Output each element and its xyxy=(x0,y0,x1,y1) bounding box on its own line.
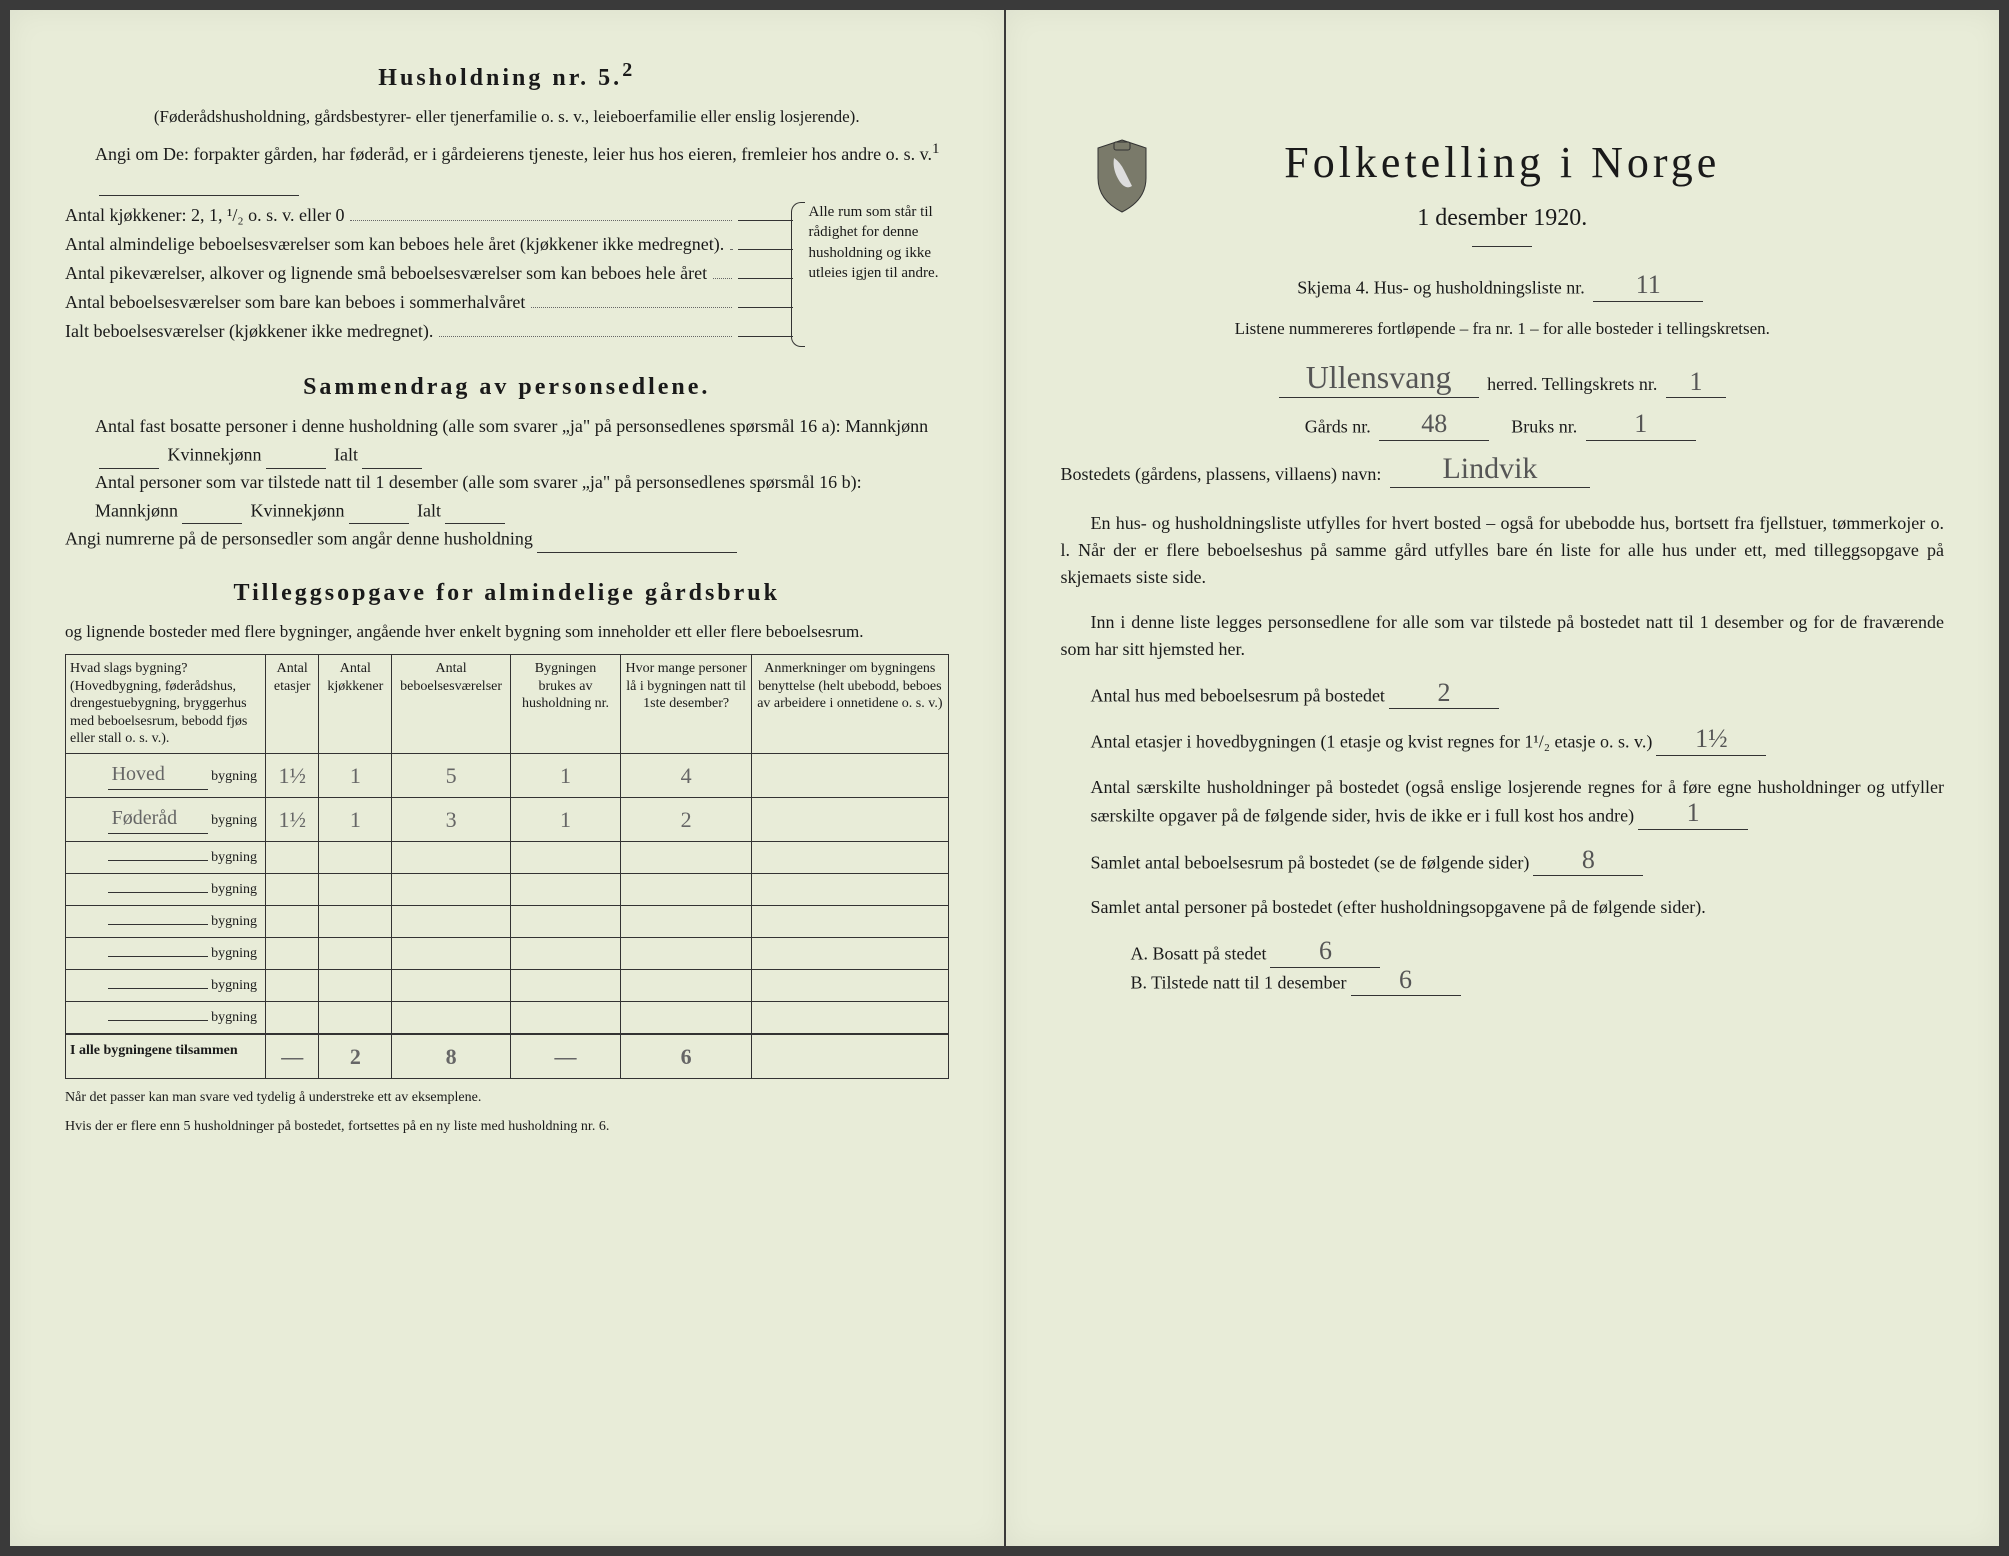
table-row: bygning xyxy=(66,873,949,905)
footnote-1: Når det passer kan man svare ved tydelig… xyxy=(65,1089,949,1108)
table-row: bygning xyxy=(66,841,949,873)
th-0: Hvad slags bygning? (Hovedbygning, føder… xyxy=(66,655,266,754)
kitchen-block: Antal kjøkkener: 2, 1, ¹/₂ o. s. v. elle… xyxy=(65,202,949,347)
census-title: Folketelling i Norge xyxy=(1061,130,1945,196)
th-5: Hvor mange personer lå i bygningen natt … xyxy=(621,655,752,754)
q4: Samlet antal beboelsesrum på bostedet (s… xyxy=(1091,848,1945,877)
left-page: Husholdning nr. 5.2 (Føderådshusholdning… xyxy=(10,10,1004,1546)
kitchen-row-4: Ialt beboelsesværelser (kjøkkener ikke m… xyxy=(65,318,793,345)
kitchen-row-3: Antal beboelsesværelser som bare kan beb… xyxy=(65,289,793,316)
supplement-sub: og lignende bosteder med flere bygninger… xyxy=(65,619,949,645)
household-subtitle: (Føderådshusholdning, gårdsbestyrer- ell… xyxy=(65,104,949,130)
th-6: Anmerkninger om bygningens benyttelse (h… xyxy=(752,655,948,754)
kitchen-bracket-note: Alle rum som står til rådighet for denne… xyxy=(799,202,949,347)
herred-line: Ullensvang herred. Tellingskrets nr. 1 xyxy=(1061,363,1945,398)
table-row: Føderåd bygning1½1312 xyxy=(66,797,949,841)
table-row: bygning xyxy=(66,1001,949,1034)
table-header-row: Hvad slags bygning? (Hovedbygning, føder… xyxy=(66,655,949,754)
building-table: Hvad slags bygning? (Hovedbygning, føder… xyxy=(65,654,949,1079)
q1: Antal hus med beboelsesrum på bostedet2 xyxy=(1091,681,1945,710)
th-1: Antal etasjer xyxy=(266,655,319,754)
crest-icon xyxy=(1091,138,1153,214)
qB: B. Tilstede natt til 1 desember6 xyxy=(1131,968,1945,997)
angi-line: Angi om De: forpakter gården, har føderå… xyxy=(95,138,949,197)
summary-line-3: Angi numrerne på de personsedler som ang… xyxy=(65,524,949,553)
list-note: Listene nummereres fortløpende – fra nr.… xyxy=(1061,316,1945,342)
kitchen-row-0: Antal kjøkkener: 2, 1, ¹/₂ o. s. v. elle… xyxy=(65,202,793,229)
table-row: bygning xyxy=(66,937,949,969)
supplement-heading: Tilleggsopgave for almindelige gårdsbruk xyxy=(65,575,949,611)
th-2: Antal kjøkkener xyxy=(319,655,392,754)
kitchen-row-2: Antal pikeværelser, alkover og lignende … xyxy=(65,260,793,287)
document-spread: Husholdning nr. 5.2 (Føderådshusholdning… xyxy=(10,10,1999,1546)
th-3: Antal beboelsesværelser xyxy=(392,655,511,754)
summary-line-1: Antal fast bosatte personer i denne hush… xyxy=(95,413,949,469)
census-date: 1 desember 1920. xyxy=(1061,200,1945,236)
table-row: Hoved bygning1½1514 xyxy=(66,753,949,797)
summary-line-2: Antal personer som var tilstede natt til… xyxy=(95,469,949,525)
kitchen-row-1: Antal almindelige beboelsesværelser som … xyxy=(65,231,793,258)
para-1: En hus- og husholdningsliste utfylles fo… xyxy=(1061,510,1945,591)
para-2: Inn i denne liste legges personsedlene f… xyxy=(1061,609,1945,663)
q5: Samlet antal personer på bostedet (efter… xyxy=(1091,894,1945,921)
gard-line: Gårds nr. 48 Bruks nr. 1 xyxy=(1061,412,1945,441)
summary-heading: Sammendrag av personsedlene. xyxy=(65,369,949,405)
th-4: Bygningen brukes av husholdning nr. xyxy=(510,655,620,754)
table-total-row: I alle bygningene tilsammen — 2 8 — 6 xyxy=(66,1034,949,1079)
table-row: bygning xyxy=(66,969,949,1001)
q3: Antal særskilte husholdninger på bostede… xyxy=(1091,774,1945,830)
qA: A. Bosatt på stedet6 xyxy=(1131,939,1945,968)
table-row: bygning xyxy=(66,905,949,937)
q2: Antal etasjer i hovedbygningen (1 etasje… xyxy=(1091,727,1945,756)
title-rule xyxy=(1472,246,1532,247)
bosted-line: Bostedets (gårdens, plassens, villaens) … xyxy=(1061,455,1945,488)
right-page: Folketelling i Norge 1 desember 1920. Sk… xyxy=(1006,10,2000,1546)
household-heading: Husholdning nr. 5.2 xyxy=(65,55,949,96)
schema-line: Skjema 4. Hus- og husholdningsliste nr. … xyxy=(1061,273,1945,302)
footnote-2: Hvis der er flere enn 5 husholdninger på… xyxy=(65,1118,949,1137)
